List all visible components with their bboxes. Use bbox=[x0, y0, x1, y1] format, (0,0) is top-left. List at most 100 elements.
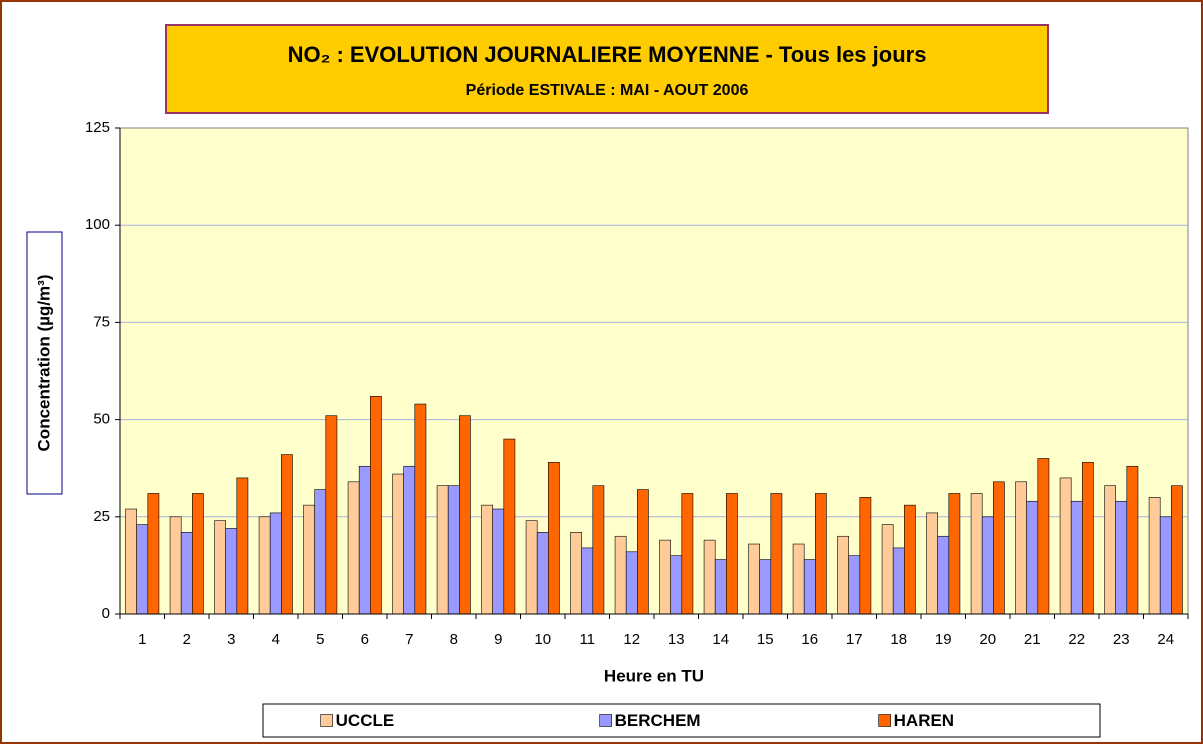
bar bbox=[748, 543, 760, 615]
bar bbox=[347, 481, 360, 615]
bar bbox=[714, 559, 727, 615]
bar bbox=[948, 493, 961, 615]
bar bbox=[125, 508, 137, 615]
bar bbox=[614, 535, 627, 615]
bar bbox=[436, 485, 449, 615]
x-tick-label: 17 bbox=[846, 631, 863, 648]
bars bbox=[125, 395, 1183, 615]
x-tick-label: 10 bbox=[534, 631, 551, 648]
bar bbox=[937, 535, 950, 615]
bar bbox=[147, 493, 160, 615]
bar bbox=[1070, 500, 1083, 615]
bar bbox=[681, 493, 694, 615]
bar bbox=[581, 547, 594, 615]
bar bbox=[625, 551, 638, 615]
legend-label: BERCHEM bbox=[615, 711, 701, 730]
bar bbox=[269, 512, 282, 615]
bar bbox=[225, 528, 238, 615]
bar bbox=[837, 535, 849, 615]
bar bbox=[892, 547, 905, 615]
bar bbox=[492, 508, 505, 615]
x-tick-label: 8 bbox=[450, 631, 458, 648]
legend-label: UCCLE bbox=[336, 711, 395, 730]
x-tick-label: 7 bbox=[405, 631, 413, 648]
chart-title: NO₂ : EVOLUTION JOURNALIERE MOYENNE - To… bbox=[288, 42, 927, 67]
bar bbox=[392, 473, 404, 615]
x-tick-label: 1 bbox=[138, 631, 146, 648]
bar bbox=[770, 493, 783, 615]
bar bbox=[358, 465, 371, 615]
legend-swatch bbox=[599, 714, 612, 727]
bar bbox=[325, 415, 338, 615]
bar bbox=[1171, 485, 1183, 615]
x-tick-label: 11 bbox=[579, 631, 595, 648]
bar bbox=[848, 555, 861, 615]
bar bbox=[180, 532, 193, 615]
bar bbox=[414, 403, 427, 615]
x-tick-label: 12 bbox=[623, 631, 640, 648]
x-tick-label: 13 bbox=[668, 631, 685, 648]
bar bbox=[1015, 481, 1027, 615]
bar bbox=[303, 504, 315, 615]
bar bbox=[192, 493, 204, 615]
x-tick-label: 2 bbox=[183, 631, 191, 648]
y-tick-label: 75 bbox=[93, 313, 110, 330]
bar bbox=[792, 543, 805, 615]
x-tick-label: 22 bbox=[1068, 631, 1085, 648]
bar bbox=[859, 497, 872, 615]
y-tick-label: 50 bbox=[93, 411, 110, 428]
bar bbox=[1082, 462, 1094, 615]
bar bbox=[759, 559, 772, 615]
y-tick-label: 25 bbox=[93, 508, 110, 525]
bar bbox=[1104, 485, 1116, 615]
x-tick-label: 9 bbox=[494, 631, 502, 648]
legend-swatch bbox=[320, 714, 333, 727]
x-tick-label: 18 bbox=[890, 631, 907, 648]
bar bbox=[703, 539, 716, 615]
bar bbox=[670, 555, 683, 615]
plot-area bbox=[119, 127, 1189, 615]
bar bbox=[803, 559, 816, 615]
bar bbox=[926, 512, 938, 615]
x-tick-label: 14 bbox=[712, 631, 729, 648]
bar bbox=[525, 520, 538, 615]
x-tick-label: 15 bbox=[757, 631, 774, 648]
x-tick-label: 24 bbox=[1157, 631, 1174, 648]
x-tick-label: 23 bbox=[1113, 631, 1130, 648]
bar bbox=[1148, 497, 1161, 615]
x-tick-label: 20 bbox=[979, 631, 996, 648]
bar bbox=[592, 485, 605, 615]
bar bbox=[1026, 500, 1039, 615]
title-box bbox=[165, 24, 1049, 114]
bar bbox=[970, 493, 983, 615]
bar bbox=[1126, 465, 1139, 615]
bar bbox=[881, 524, 894, 615]
bar bbox=[403, 465, 416, 615]
x-tick-label: 5 bbox=[316, 631, 324, 648]
bar bbox=[314, 489, 327, 615]
bar bbox=[459, 415, 471, 615]
bar bbox=[1115, 500, 1128, 615]
bar bbox=[1037, 458, 1050, 615]
legend-swatch bbox=[878, 714, 891, 727]
y-axis-label: Concentration (µg/m³) bbox=[34, 275, 53, 452]
bar bbox=[981, 516, 994, 615]
bar bbox=[536, 532, 549, 615]
x-tick-label: 16 bbox=[801, 631, 818, 648]
y-label-box bbox=[26, 231, 63, 495]
bar bbox=[214, 520, 226, 615]
bar bbox=[659, 539, 671, 615]
chart-subtitle: Période ESTIVALE : MAI - AOUT 2006 bbox=[466, 82, 749, 99]
bar bbox=[1159, 516, 1172, 615]
bar bbox=[258, 516, 271, 615]
bar bbox=[815, 493, 827, 615]
bar bbox=[447, 485, 460, 615]
bar bbox=[136, 524, 149, 615]
y-tick-label: 100 bbox=[85, 216, 110, 233]
y-tick-label: 125 bbox=[85, 119, 110, 136]
legend-label: HAREN bbox=[894, 711, 954, 730]
bar bbox=[281, 454, 293, 615]
bar bbox=[548, 462, 560, 615]
legend bbox=[262, 703, 1101, 738]
